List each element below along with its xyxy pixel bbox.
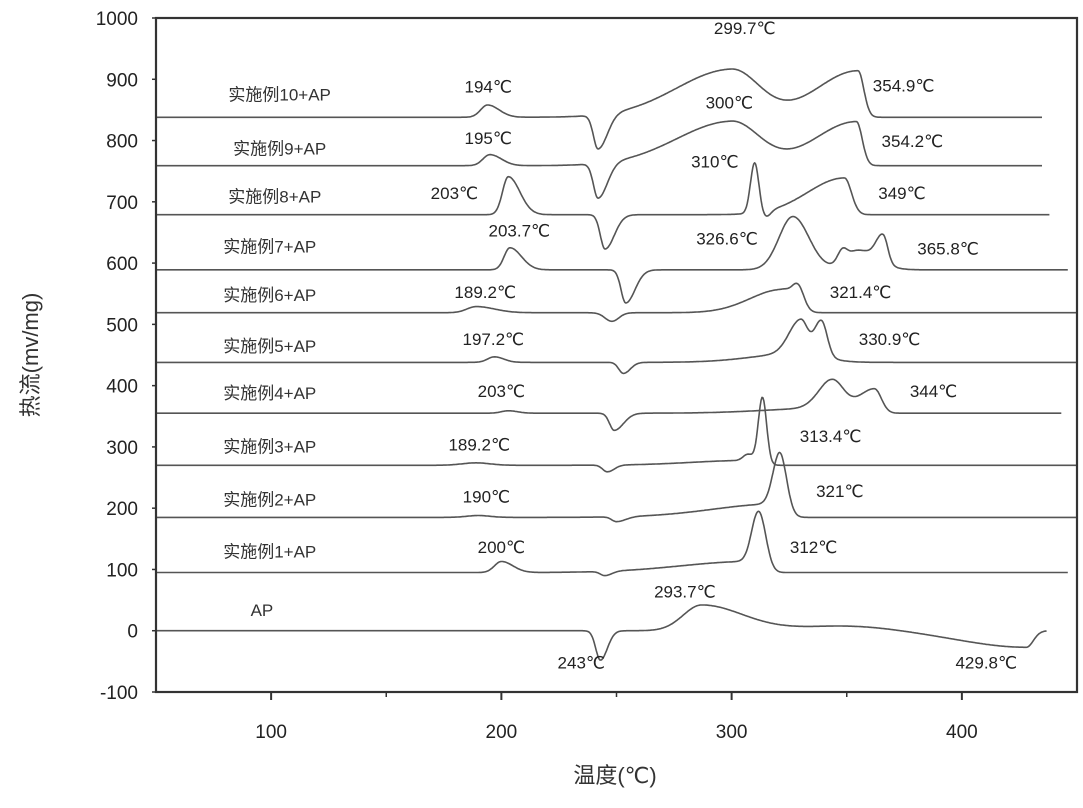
peak-annotation: 203℃ (478, 382, 525, 401)
series-line-8 (156, 162, 1050, 250)
y-tick-label: 600 (106, 254, 138, 275)
peak-annotation: 365.8℃ (917, 239, 979, 258)
peak-annotation: 195℃ (465, 129, 512, 148)
y-tick-label: 200 (106, 499, 138, 520)
series-line-0 (156, 604, 1047, 661)
labels-layer: AP 实施例1+AP 实施例2+AP 实施例3+AP 实施例4+AP 实施例5+AP 实施例… (223, 19, 1017, 673)
y-tick-label: -100 (100, 683, 138, 704)
peak-annotation: 299.7℃ (714, 19, 776, 38)
x-tick-label: 400 (946, 722, 978, 743)
peak-annotation: 197.2℃ (462, 330, 524, 349)
y-tick-label: 1000 (96, 9, 138, 30)
x-tick-label: 200 (486, 722, 518, 743)
peak-annotation: 312℃ (790, 538, 837, 557)
peak-annotation: 344℃ (910, 382, 957, 401)
y-tick-label: 900 (106, 70, 138, 91)
y-tick-label: 500 (106, 315, 138, 336)
series-line-9 (156, 120, 1042, 199)
curves-layer (156, 68, 1077, 661)
series-label-3: 实施例3+AP (223, 437, 316, 456)
series-line-5 (156, 318, 1077, 375)
y-tick-label: 400 (106, 377, 138, 398)
peak-annotation: 321.4℃ (830, 283, 892, 302)
x-tick-label: 100 (255, 722, 287, 743)
peak-annotation: 194℃ (465, 78, 512, 97)
series-line-3 (156, 396, 1077, 473)
peak-annotation: 189.2℃ (454, 283, 516, 302)
peak-annotation: 354.2℃ (882, 132, 944, 151)
peak-annotation: 200℃ (478, 538, 525, 557)
y-axis-title: 热流(mv/mg) (18, 293, 43, 418)
peak-annotation: 203.7℃ (489, 222, 551, 241)
x-tick-label: 300 (716, 722, 748, 743)
peak-annotation: 354.9℃ (873, 76, 935, 95)
series-label-8: 实施例8+AP (228, 187, 321, 206)
series-label-6: 实施例6+AP (223, 286, 316, 305)
y-tick-label: 700 (106, 193, 138, 214)
peak-annotation: 243℃ (558, 654, 605, 673)
series-label-2: 实施例2+AP (223, 491, 316, 510)
peak-annotation: 330.9℃ (859, 330, 921, 349)
peak-annotation: 321℃ (816, 482, 863, 501)
series-line-7 (156, 215, 1068, 304)
axes-layer: 100 200 300 400 -100 0 100 200 300 400 500 600 700 80… (96, 9, 978, 743)
y-tick-label: 0 (127, 622, 138, 643)
series-label-4: 实施例4+AP (223, 384, 316, 403)
peak-annotation: 313.4℃ (800, 427, 862, 446)
peak-annotation: 429.8℃ (955, 654, 1017, 673)
series-label-7: 实施例7+AP (223, 238, 316, 257)
series-label-1: 实施例1+AP (223, 543, 316, 562)
peak-annotation: 190℃ (463, 488, 510, 507)
y-tick-label: 100 (106, 560, 138, 581)
plot-frame (154, 16, 1079, 694)
x-axis-title: 温度(℃) (573, 763, 656, 788)
series-line-2 (156, 451, 1077, 523)
peak-annotation: 189.2℃ (448, 435, 510, 454)
series-line-4 (156, 378, 1062, 432)
peak-annotation: 310℃ (691, 152, 738, 171)
peak-annotation: 293.7℃ (654, 583, 716, 602)
series-label-10: 实施例10+AP (228, 86, 331, 105)
series-label-5: 实施例5+AP (223, 337, 316, 356)
series-label-0: AP (251, 601, 274, 620)
y-tick-label: 300 (106, 438, 138, 459)
y-tick-label: 800 (106, 132, 138, 153)
series-line-1 (156, 510, 1068, 577)
series-line-10 (156, 68, 1042, 150)
series-label-9: 实施例9+AP (233, 140, 326, 159)
series-line-6 (156, 282, 1077, 323)
peak-annotation: 203℃ (431, 184, 478, 203)
peak-annotation: 326.6℃ (696, 230, 758, 249)
peak-annotation: 300℃ (706, 94, 753, 113)
peak-annotation: 349℃ (878, 184, 925, 203)
